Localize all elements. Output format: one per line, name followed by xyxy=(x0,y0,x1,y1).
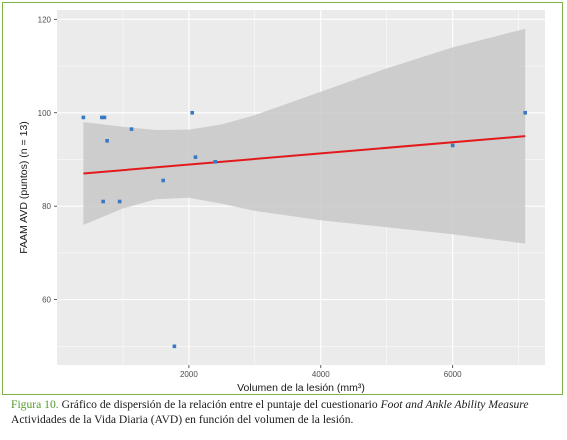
data-point xyxy=(129,127,134,131)
regression-line xyxy=(83,135,526,175)
data-point xyxy=(117,199,122,204)
y-tick-label: 80 xyxy=(42,202,51,211)
confidence-band xyxy=(83,28,526,244)
x-axis-title: Volumen de la lesión (mm³) xyxy=(237,382,365,394)
data-point xyxy=(450,143,455,148)
y-tick-label: 60 xyxy=(42,296,51,305)
data-point xyxy=(105,138,109,143)
data-point xyxy=(81,115,86,120)
caption-text-after: Actividades de la Vida Diaria (AVD) en f… xyxy=(11,412,354,426)
x-tick-label: 4000 xyxy=(312,370,330,379)
data-point xyxy=(193,155,198,159)
data-point xyxy=(523,110,528,115)
y-tick-label: 120 xyxy=(38,15,52,24)
scatter-chart: 2000 4000 6000 60 80 100 120 Volumen de la le… xyxy=(18,10,545,394)
caption-italic-text: Foot and Ankle Ability Measure xyxy=(380,398,529,411)
caption-text-before: Gráfico de dispersión de la relación ent… xyxy=(58,398,381,411)
data-point xyxy=(190,110,194,115)
figure-caption: Figura 10. Gráfico de dispersión de la r… xyxy=(11,398,559,427)
data-points xyxy=(81,110,528,349)
x-axis-ticks: 2000 4000 6000 xyxy=(180,365,462,379)
data-point xyxy=(101,199,105,204)
y-tick-label: 100 xyxy=(38,109,52,118)
y-axis-ticks: 60 80 100 120 xyxy=(38,15,57,305)
data-point xyxy=(213,160,218,164)
x-tick-label: 2000 xyxy=(180,370,198,379)
caption-label: Figura 10. xyxy=(11,398,59,411)
data-point xyxy=(100,115,104,120)
data-point xyxy=(102,115,107,120)
x-tick-label: 6000 xyxy=(444,370,462,379)
data-point xyxy=(161,178,165,183)
y-axis-title: FAAM AVD (puntos) (n = 13) xyxy=(18,121,30,254)
data-point xyxy=(172,344,177,349)
